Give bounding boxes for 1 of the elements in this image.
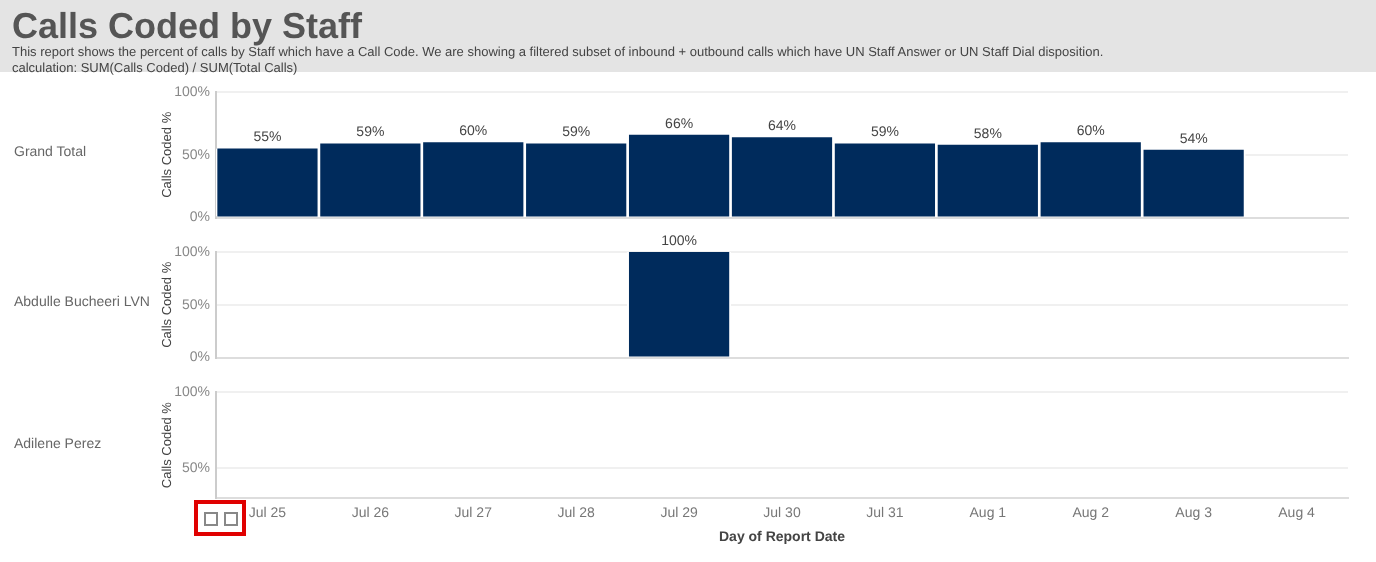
text: Calls Coded by Staff <box>12 4 365 46</box>
